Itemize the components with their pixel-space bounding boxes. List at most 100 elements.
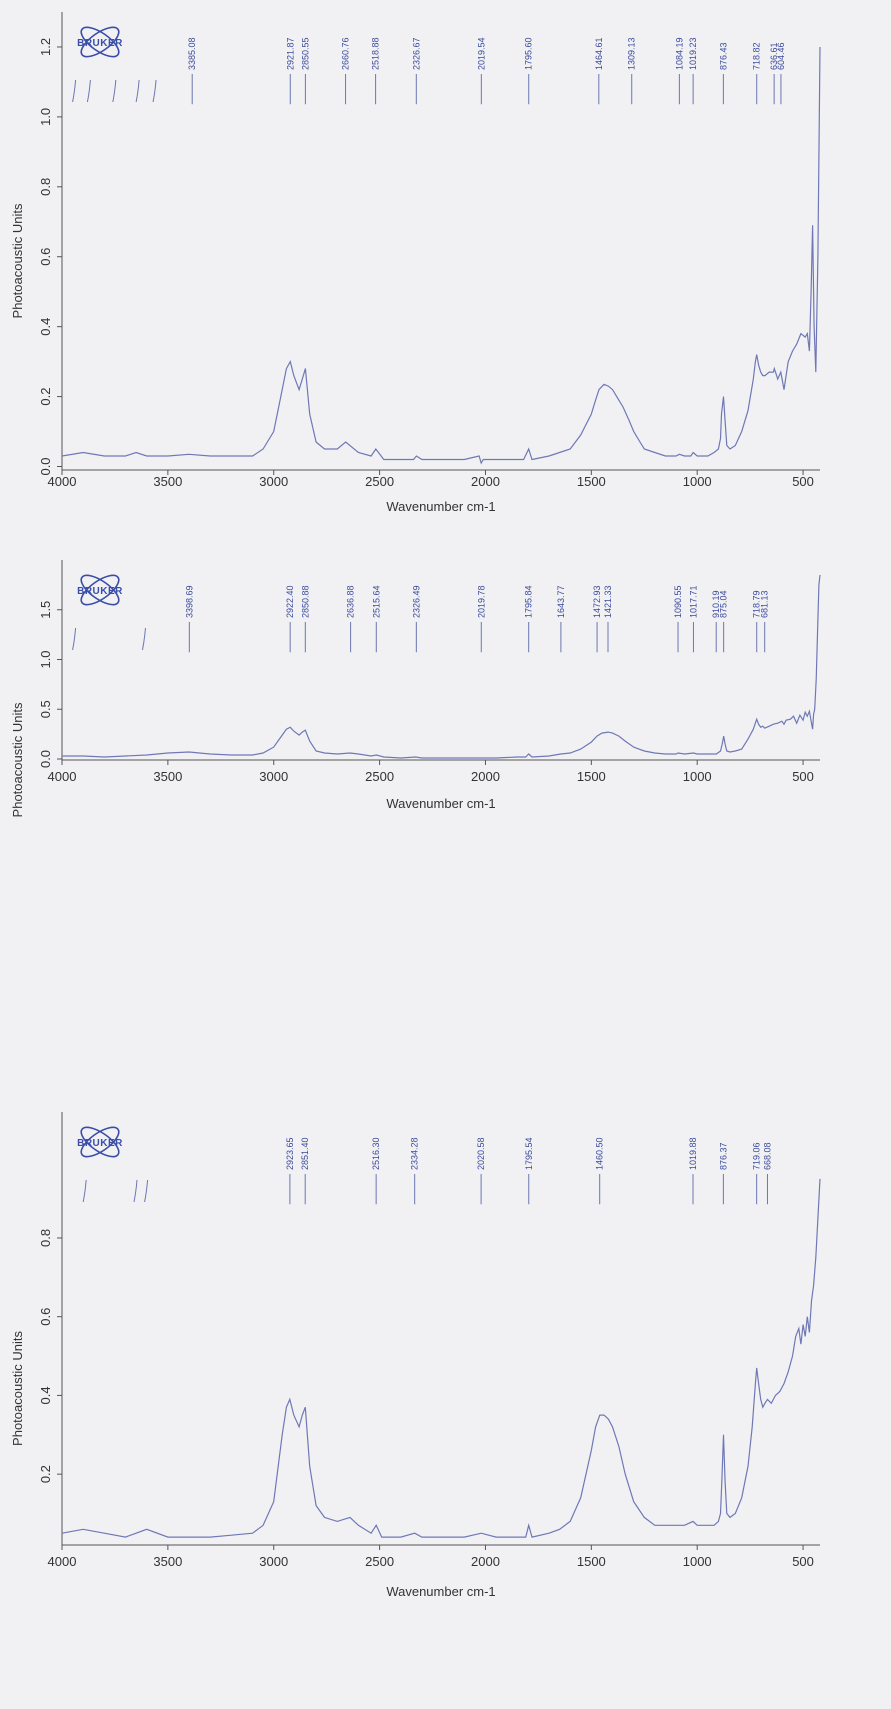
x-tick-label: 2500 xyxy=(365,474,394,489)
x-tick-label: 1000 xyxy=(683,769,712,784)
x-tick-label: 1000 xyxy=(683,1554,712,1569)
peak-marker xyxy=(141,627,146,651)
spectrum-panel-2: 4000 3500 3000 2500 2000 1500 1000 500 0.0 0.5 1.0… xyxy=(10,560,821,817)
logo-orbit xyxy=(80,574,120,606)
y-tick-label: 1.2 xyxy=(38,38,53,56)
peak-label: 876.37 xyxy=(718,1142,728,1170)
peak-marker xyxy=(135,79,140,103)
y-tick-label: 0.5 xyxy=(38,700,53,718)
spectrum-line xyxy=(62,574,821,759)
peak-label: 2660.76 xyxy=(341,37,351,70)
logo-orbit xyxy=(80,26,120,58)
bruker-logo: BRUKER xyxy=(77,26,123,58)
peak-label: 2850.88 xyxy=(300,585,310,618)
x-tick-label: 4000 xyxy=(48,769,77,784)
peak-label: 3385.08 xyxy=(187,37,197,70)
peak-label: 2923.65 xyxy=(285,1137,295,1170)
peak-label: 2019.54 xyxy=(476,37,486,70)
y-tick-label: 1.5 xyxy=(38,601,53,619)
y-axis-label: Photoacoustic Units xyxy=(10,203,25,318)
peak-label: 1795.54 xyxy=(524,1137,534,1170)
y-tick-label: 0.4 xyxy=(38,1386,53,1404)
x-tick-label: 3000 xyxy=(259,769,288,784)
bruker-logo: BRUKER xyxy=(77,1126,123,1158)
peak-label: 2636.88 xyxy=(346,585,356,618)
y-tick-label: 0.0 xyxy=(38,457,53,475)
peak-label: 1084.19 xyxy=(674,37,684,70)
y-tick-label: 0.6 xyxy=(38,248,53,266)
y-tick-label: 0.6 xyxy=(38,1308,53,1326)
peak-label: 2921.87 xyxy=(285,37,295,70)
peak-marker xyxy=(152,79,157,103)
peak-label: 1795.60 xyxy=(524,37,534,70)
x-tick-label: 2000 xyxy=(471,1554,500,1569)
y-axis-label: Photoacoustic Units xyxy=(10,702,25,817)
peak-label: 910.19 xyxy=(711,590,721,618)
x-tick-label: 2500 xyxy=(365,769,394,784)
x-tick-label: 4000 xyxy=(48,1554,77,1569)
peak-marker xyxy=(112,79,117,103)
peak-label: 681.13 xyxy=(760,590,770,618)
y-tick-label: 0.2 xyxy=(38,388,53,406)
peak-label: 718.79 xyxy=(752,590,762,618)
spectrum-panel-1: 4000 3500 3000 2500 2000 1500 1000 500 0.0 0.2 0.4… xyxy=(10,12,821,514)
bruker-logo: BRUKER xyxy=(77,574,123,606)
peak-label: 2020.58 xyxy=(476,1137,486,1170)
x-tick-label: 2000 xyxy=(471,474,500,489)
x-tick-label: 3000 xyxy=(259,1554,288,1569)
peak-label: 1019.88 xyxy=(688,1137,698,1170)
peak-label: 1464.61 xyxy=(594,37,604,70)
spectrum-line xyxy=(61,1178,821,1538)
peak-label: 2326.49 xyxy=(411,585,421,618)
peak-label: 2516.30 xyxy=(371,1137,381,1170)
peak-label: 2515.64 xyxy=(371,585,381,618)
peak-label: 2851.40 xyxy=(300,1137,310,1170)
peak-label: 1643.77 xyxy=(556,585,566,618)
x-tick-label: 3500 xyxy=(153,769,182,784)
x-tick-label: 4000 xyxy=(48,474,77,489)
peak-label: 1460.50 xyxy=(595,1137,605,1170)
logo-text: BRUKER xyxy=(77,1138,123,1149)
peak-label: 2518.88 xyxy=(371,37,381,70)
peak-label: 668.08 xyxy=(762,1142,772,1170)
x-tick-label: 2500 xyxy=(365,1554,394,1569)
peak-label: 1017.71 xyxy=(688,585,698,618)
logo-orbit xyxy=(80,574,120,606)
peak-label: 876.43 xyxy=(718,42,728,70)
peak-marker xyxy=(72,627,77,651)
peak-label: 1019.23 xyxy=(688,37,698,70)
peak-label: 1421.33 xyxy=(603,585,613,618)
peak-label: 1090.55 xyxy=(673,585,683,618)
peak-label: 2334.28 xyxy=(410,1137,420,1170)
peak-marker xyxy=(144,1179,149,1203)
peak-label: 1309.13 xyxy=(627,37,637,70)
x-tick-label: 3500 xyxy=(153,474,182,489)
x-tick-label: 3000 xyxy=(259,474,288,489)
x-tick-label: 2000 xyxy=(471,769,500,784)
y-tick-label: 1.0 xyxy=(38,108,53,126)
peak-label: 1472.93 xyxy=(592,585,602,618)
x-axis-label: Wavenumber cm-1 xyxy=(386,499,495,514)
x-tick-label: 1500 xyxy=(577,1554,606,1569)
peak-label: 2019.78 xyxy=(476,585,486,618)
peak-label: 718.82 xyxy=(752,42,762,70)
x-tick-label: 1000 xyxy=(683,474,712,489)
peak-label: 875.04 xyxy=(719,590,729,618)
logo-orbit xyxy=(80,1126,120,1158)
x-tick-label: 500 xyxy=(792,474,814,489)
y-tick-label: 0.2 xyxy=(38,1465,53,1483)
y-tick-label: 0.8 xyxy=(38,1229,53,1247)
logo-orbit xyxy=(80,26,120,58)
x-tick-label: 500 xyxy=(792,769,814,784)
peak-label: 2850.55 xyxy=(300,37,310,70)
x-tick-label: 1500 xyxy=(577,769,606,784)
spectrum-panel-3: 4000 3500 3000 2500 2000 1500 1000 500 0.2 0.4 0.6… xyxy=(10,1112,821,1599)
peak-label: 604.46 xyxy=(776,42,786,70)
peak-label: 2326.67 xyxy=(411,37,421,70)
x-tick-label: 1500 xyxy=(577,474,606,489)
y-tick-label: 1.0 xyxy=(38,650,53,668)
y-tick-label: 0.4 xyxy=(38,318,53,336)
spectrum-line xyxy=(61,46,821,465)
y-tick-label: 0.0 xyxy=(38,750,53,768)
